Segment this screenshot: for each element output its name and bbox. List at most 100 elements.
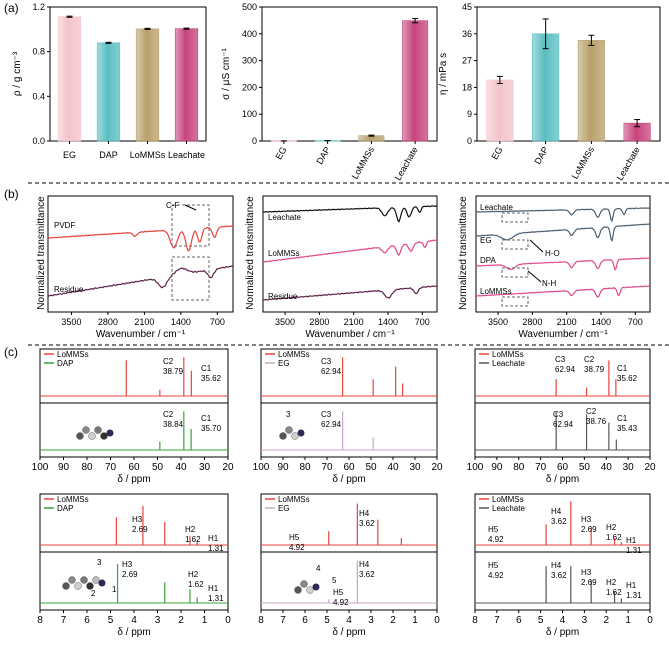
y-tick-label: 0.0 [32,136,45,146]
x-tick-label: 90 [277,462,289,473]
x-tick-label: 40 [387,462,399,473]
legend-label: DAP [57,359,73,368]
x-tick-label: 100 [253,462,270,473]
peak-label: 2.69 [122,570,138,579]
x-tick-label: 6 [302,615,308,626]
ftir-line-leachate [475,207,651,223]
x-axis-label: δ / ppm [546,627,579,638]
x-tick-label: 60 [557,462,569,473]
x-tick-label: LoMMSs [570,145,597,181]
y-axis-label: ρ / g cm⁻³ [12,51,23,96]
series-label: Leachate [480,203,513,212]
x-tick-label: 8 [37,615,43,626]
x-tick-label: 0 [647,615,653,626]
atom [106,429,114,437]
x-tick-label: 5 [108,615,114,626]
x-tick-label: 20 [222,462,234,473]
plot-frame [49,6,207,142]
x-tick-label: Leachate [393,145,420,182]
x-axis-label: Wavenumber / cm⁻¹ [518,329,608,340]
atom [294,586,302,594]
peak-label: 1.31 [208,594,224,603]
ftir-line-dpa [476,257,651,272]
x-tick-label: 80 [513,462,525,473]
peak-label: H1 [208,534,219,543]
y-tick-label: 9 [467,109,472,119]
y-tick-label: 0.8 [32,47,45,57]
peak-label: H2 [188,570,199,579]
atom [285,426,293,434]
molecule-model [279,426,305,440]
x-tick-label: 40 [175,462,187,473]
atom [291,432,299,440]
peak-label: 4.92 [333,598,349,607]
peak-label: H2 [606,578,617,587]
y-axis-label: Normalized transmittance [245,196,256,310]
ftir-line-lommss [476,285,651,298]
x-tick-label: 1 [412,615,418,626]
bar-dap [532,18,560,144]
atom [98,579,106,587]
legend-label: LoMMSs [492,350,524,359]
peak-label: 62.94 [321,367,342,376]
atom [306,586,314,594]
peak-label: 2.69 [132,525,148,534]
x-tick-label: 2800 [98,317,118,327]
highlight-box [501,239,529,250]
x-tick-label: 8 [258,615,264,626]
atom [94,426,102,434]
x-tick-label: 50 [365,462,377,473]
peak-label: H5 [488,525,499,534]
ftir-line-eg [476,223,651,243]
y-tick-label: 27 [462,56,472,66]
bar-rect [532,33,560,142]
peak-label: 1.62 [188,580,204,589]
bar-lommss [358,134,385,144]
ftir-line-pvdf [47,225,234,252]
ftir-line-lommss [263,239,438,263]
x-tick-label: 1400 [171,317,191,327]
x-tick-label: 80 [299,462,311,473]
plot-frame [475,195,651,313]
legend-label: DAP [57,504,73,513]
ftir-line-leachate [262,205,438,223]
bar-dap [96,41,121,144]
atom-label: 3 [286,410,291,419]
x-tick-label: 100 [32,462,49,473]
annotation-ho: H-O [545,249,560,258]
peak-label: H1 [626,536,637,545]
x-tick-label: 90 [491,462,503,473]
series-label: EG [480,236,492,245]
peak-label: H1 [626,581,637,590]
y-tick-label: 400 [242,29,257,39]
peak-label: 1.31 [626,546,642,555]
atom [82,426,90,434]
peak-label: H4 [359,560,370,569]
legend-label: LoMMSs [492,495,524,504]
x-tick-label: 6 [516,615,522,626]
x-tick-label: 2100 [557,317,577,327]
peak-label: C2 [584,355,595,364]
plot-frame [262,195,438,313]
y-tick-label: 18 [462,82,472,92]
y-tick-label: 1.2 [32,2,45,12]
x-tick-label: DAP [99,150,118,160]
legend-label: LoMMSs [278,350,310,359]
peak-label: H3 [122,560,133,569]
peak-label: 4.92 [488,571,504,580]
x-tick-label: 40 [601,462,613,473]
highlight-box [501,212,529,223]
x-axis-label: δ / ppm [546,474,579,485]
legend-label: EG [278,359,290,368]
x-tick-label: Leachate [168,150,205,160]
x-tick-label: 700 [210,317,225,327]
legend-label: EG [278,504,290,513]
atom-label: 4 [316,564,321,573]
annotation-arrow [529,239,544,253]
y-axis-label: Normalized transmittance [458,196,469,310]
atom-label: 2 [91,589,96,598]
bar-rect [57,16,82,142]
x-tick-label: DAP [532,145,550,166]
bar-rect [577,40,605,142]
x-tick-label: 60 [128,462,140,473]
